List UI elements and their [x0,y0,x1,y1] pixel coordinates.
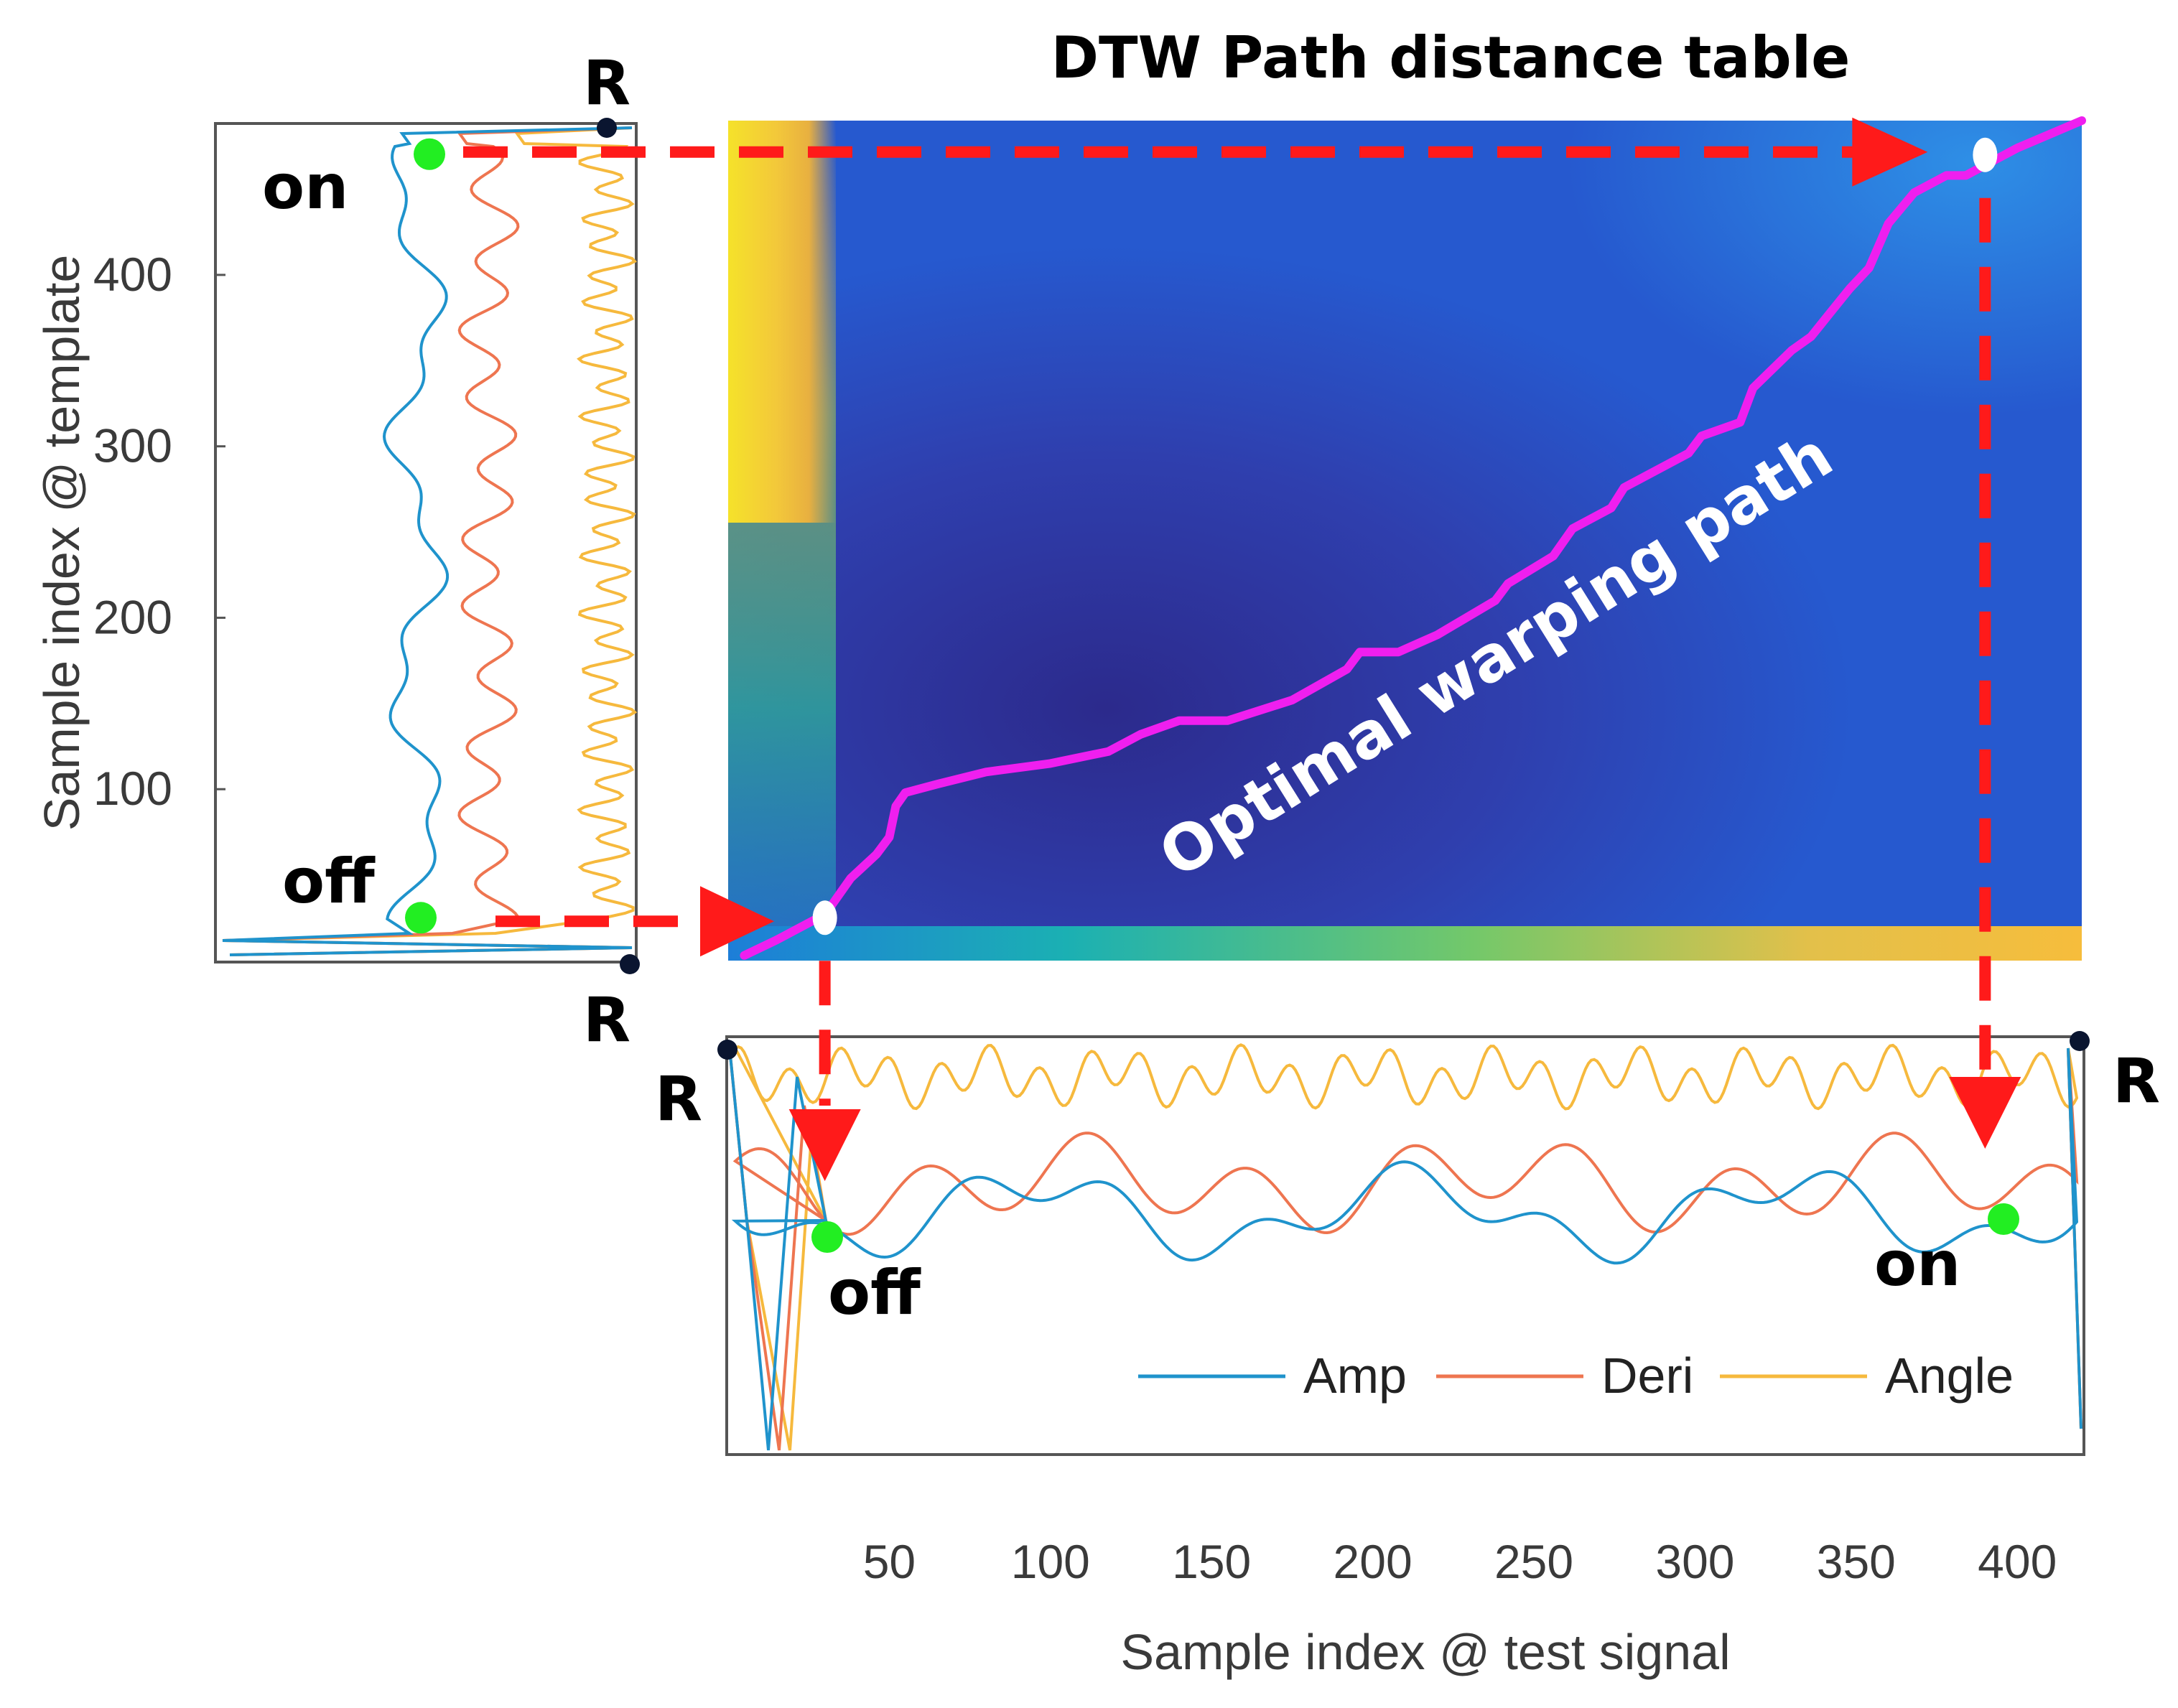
template-r-label-top: R [583,47,630,119]
template-r-label-bottom: R [583,984,630,1056]
heatmap-panel [728,121,2082,961]
template-r-dot-bottom [620,954,640,974]
correspondence-arrows [463,117,2021,1181]
arrow-on-head [1852,117,1928,187]
optimal-warping-path [740,116,2086,960]
test-r-dot-left [717,1040,737,1060]
heatmap-left-yellow-band [728,121,836,523]
x-tick-label: 50 [863,1535,916,1588]
x-tick-label: 300 [1655,1535,1734,1588]
arrow-on-down-head [1949,1077,2021,1149]
test-deri-line [728,1047,2082,1451]
y-tick-label: 300 [93,419,172,472]
arrow-off-down-head [788,1109,861,1181]
test-off-label: off [828,1257,921,1329]
x-tick-label: 350 [1817,1535,1896,1588]
template-offset-dot [405,902,437,934]
template-onset-dot [414,138,445,170]
test-onset-dot [1988,1203,2019,1235]
test-offset-dot [811,1221,843,1253]
test-amp-line [728,1047,2082,1451]
test-r-dot-right [2070,1031,2090,1051]
y-tick-label: 400 [93,248,172,301]
test-r-label-right: R [2113,1045,2160,1117]
template-on-label: on [262,151,348,223]
template-signal-panel: 100 200 300 400 Sample index @ template [34,122,638,963]
template-deri-line [222,126,633,956]
heatmap-onset-point [1973,137,1998,172]
test-signal-panel: Amp Deri Angle 50 100 150 200 250 300 350 400 Sam… [725,1035,2085,1680]
y-tick-label: 100 [93,762,172,815]
legend: Amp Deri Angle [1138,1348,2014,1404]
x-axis-label: Sample index @ test signal [1120,1624,1730,1680]
x-tick-label: 250 [1494,1535,1573,1588]
legend-label-deri: Deri [1601,1348,1693,1404]
arrow-off-head [700,886,774,957]
heatmap-offset-point [812,900,837,935]
x-tick-label: 150 [1172,1535,1251,1588]
template-angle-line [222,126,638,956]
legend-label-amp: Amp [1303,1348,1407,1404]
legend-label-angle: Angle [1885,1348,2014,1404]
template-r-dot-top [597,118,617,138]
test-angle-line [728,1043,2082,1451]
x-tick-label: 400 [1978,1535,2057,1588]
heatmap-bottom-band [728,926,2082,961]
heatmap-upper-region [728,121,2082,961]
y-axis-label: Sample index @ template [34,255,90,831]
template-off-label: off [282,846,376,918]
template-amp-line [222,126,633,956]
chart-title: DTW Path distance table [1051,24,1851,91]
x-tick-label: 200 [1334,1535,1413,1588]
test-plot-frame [725,1035,2085,1456]
y-tick-label: 200 [93,590,172,643]
test-on-label: on [1874,1228,1960,1300]
test-r-label-left: R [655,1063,702,1135]
x-tick-label: 100 [1011,1535,1090,1588]
